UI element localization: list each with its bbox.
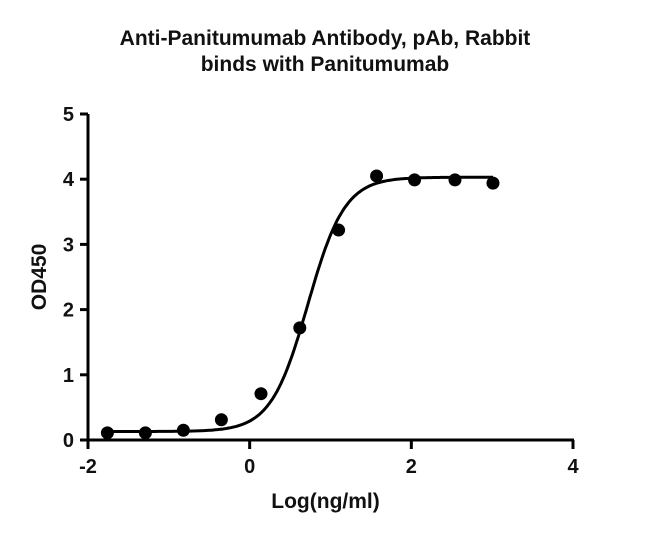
data-point [370, 169, 384, 183]
y-axis-label: OD450 [28, 244, 51, 311]
data-point [486, 176, 500, 190]
data-point [138, 426, 152, 440]
y-tick-label: 3 [63, 234, 74, 256]
x-tick-label: -2 [79, 456, 97, 478]
data-point [214, 413, 228, 427]
chart-title: Anti-Panitumumab Antibody, pAb, Rabbit b… [0, 26, 650, 78]
data-point [332, 223, 346, 237]
data-point [254, 387, 268, 401]
x-tick-label: 4 [567, 456, 579, 478]
data-point [176, 423, 190, 437]
y-tick-label: 1 [63, 365, 74, 387]
data-point [408, 173, 422, 187]
y-tick-label: 0 [63, 430, 74, 452]
x-tick-label: 0 [244, 456, 255, 478]
chart-title-line-1: Anti-Panitumumab Antibody, pAb, Rabbit [119, 27, 531, 50]
x-axis-label: Log(ng/ml) [271, 490, 379, 513]
data-point [448, 173, 462, 187]
y-tick-label: 2 [63, 300, 74, 322]
y-tick-label: 4 [63, 169, 75, 191]
x-tick-label: 2 [406, 456, 417, 478]
data-point [293, 321, 307, 335]
y-tick-label: 5 [63, 104, 74, 126]
data-point [100, 426, 114, 440]
chart-title-line-2: binds with Panitumumab [200, 53, 450, 76]
fit-curve [107, 175, 493, 433]
